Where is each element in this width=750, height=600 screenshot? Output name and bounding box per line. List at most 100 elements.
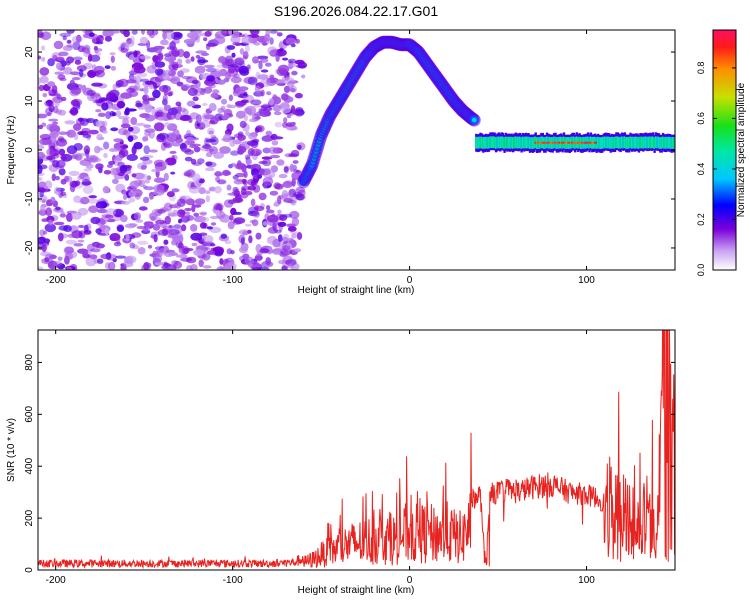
snr-y-tick-label: 600 [24, 406, 35, 423]
heatmap-noise-cell [187, 87, 198, 97]
heatmap-band-cell [601, 137, 604, 149]
heatmap-noise-cell [219, 68, 228, 77]
heatmap-band-cell [511, 137, 515, 149]
snr-x-tick-label: -200 [46, 575, 66, 586]
heatmap-noise-cell [67, 233, 78, 238]
heatmap-noise-cell [55, 159, 66, 169]
heatmap-band-cell [530, 137, 533, 149]
heatmap-noise-cell [164, 215, 171, 225]
heatmap-noise-cell [210, 222, 217, 226]
heatmap-noise-cell [139, 55, 151, 60]
heatmap-noise-cell [129, 180, 140, 189]
heatmap-noise-cell [192, 143, 201, 147]
heatmap-y-tick-label: -10 [24, 191, 35, 206]
heatmap-noise-cell [88, 129, 99, 135]
heatmap-noise-cell [295, 64, 306, 69]
heatmap-noise-cell [241, 35, 253, 45]
heatmap-noise-cell [190, 232, 203, 241]
heatmap-noise-cell [47, 81, 56, 87]
heatmap-noise-cell [169, 41, 176, 50]
heatmap-band-peak [575, 141, 578, 144]
heatmap-x-ticks: -200 -100 0 100 [46, 30, 595, 286]
heatmap-noise-cell [125, 108, 137, 112]
heatmap-band-peak [534, 141, 537, 144]
heatmap-noise-cell [179, 209, 186, 216]
heatmap-noise-cell [266, 91, 272, 96]
heatmap-noise-cell [233, 211, 243, 215]
heatmap-band-peak [595, 141, 598, 144]
heatmap-noise-cell [70, 87, 82, 95]
heatmap-noise-cell [185, 198, 195, 206]
heatmap-noise-cell [281, 189, 289, 199]
heatmap-noise-cell [157, 209, 166, 214]
heatmap-noise-cell [120, 47, 129, 54]
heatmap-noise-cell [71, 77, 81, 81]
heatmap-noise-cell [168, 63, 175, 71]
heatmap-noise-cell [156, 107, 164, 112]
heatmap-noise-cell [172, 234, 181, 243]
heatmap-noise-cell [251, 219, 259, 227]
heatmap-band-cell [528, 137, 532, 149]
heatmap-noise-cell [125, 87, 136, 93]
heatmap-noise-cell [277, 195, 282, 205]
heatmap-noise-cell [252, 56, 259, 64]
heatmap-noise-cell [104, 35, 112, 42]
heatmap-noise-cell [163, 53, 172, 57]
heatmap-band-peak [537, 141, 540, 144]
heatmap-noise-cell [263, 33, 271, 42]
heatmap-noise-cell [54, 71, 65, 75]
heatmap-noise-cell [276, 32, 283, 37]
heatmap-noise-cell [157, 229, 169, 236]
heatmap-noise-cell [123, 256, 134, 264]
heatmap-noise-cell [214, 186, 222, 194]
heatmap-cells [38, 30, 675, 270]
heatmap-noise-cell [104, 214, 114, 219]
heatmap-noise-cell [287, 226, 297, 232]
heatmap-noise-cell [237, 134, 246, 141]
heatmap-noise-cell [119, 165, 128, 174]
heatmap-noise-cell [80, 196, 90, 205]
heatmap-noise-cell [77, 239, 85, 243]
heatmap-noise-cell [58, 168, 66, 176]
heatmap-band-cell [503, 137, 506, 149]
heatmap-band-cell [486, 136, 489, 149]
heatmap-noise-cell [113, 138, 124, 143]
heatmap-noise-cell [241, 178, 247, 185]
heatmap-band-cell [523, 136, 526, 149]
heatmap-noise-cell [173, 32, 183, 37]
heatmap-band-peak [544, 141, 547, 144]
snr-y-axis-label: SNR (10 * v/v) [6, 418, 17, 482]
heatmap-noise-cell [246, 64, 251, 70]
heatmap-band-peak [574, 141, 577, 144]
heatmap-noise-cell [158, 246, 165, 253]
heatmap-noise-cell [108, 160, 116, 165]
heatmap-noise-cell [105, 208, 117, 217]
heatmap-noise-cell [138, 206, 148, 211]
heatmap-noise-cell [77, 207, 89, 216]
heatmap-noise-cell [147, 244, 153, 249]
heatmap-band-peak [592, 141, 595, 144]
heatmap-noise-cell [134, 82, 141, 92]
heatmap-band-cell [637, 137, 641, 149]
heatmap-noise-cell [139, 156, 150, 161]
heatmap-noise-cell [164, 69, 172, 75]
heatmap-noise-cell [43, 230, 48, 235]
heatmap-noise-cell [250, 198, 256, 207]
snr-x-axis-label: Height of straight line (km) [298, 585, 415, 596]
heatmap-band-cell [653, 137, 656, 149]
heatmap-band-cell [598, 137, 601, 149]
heatmap-noise-cell [285, 37, 297, 45]
heatmap-noise-cell [151, 208, 163, 215]
heatmap-noise-cell [270, 134, 275, 139]
heatmap-noise-cell [158, 73, 171, 81]
heatmap-noise-cell [153, 184, 165, 193]
heatmap-noise-cell [135, 100, 141, 105]
heatmap-noise-cell [53, 221, 65, 226]
heatmap-noise-cell [55, 62, 62, 70]
heatmap-noise-cell [66, 39, 72, 44]
heatmap-noise-cell [120, 145, 129, 149]
heatmap-noise-cell [167, 78, 178, 82]
heatmap-noise-cell [66, 266, 73, 270]
heatmap-noise-cell [63, 175, 70, 182]
heatmap-noise-cell [197, 158, 205, 165]
